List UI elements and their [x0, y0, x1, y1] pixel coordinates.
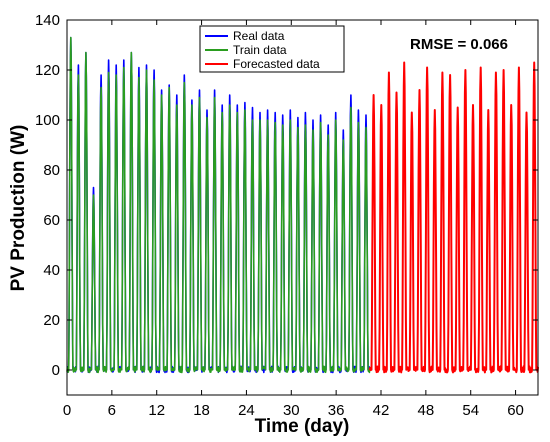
x-tick-label: 0: [63, 402, 71, 419]
y-tick-label: 0: [52, 362, 60, 379]
axis-ticks: [66, 19, 538, 395]
y-tick-label: 40: [43, 262, 60, 279]
y-tick-label: 60: [43, 212, 60, 229]
x-tick-label: 36: [328, 402, 345, 419]
legend-label-real: Real data: [233, 29, 285, 43]
x-tick-label: 6: [108, 402, 116, 419]
x-tick-label: 54: [462, 402, 479, 419]
y-tick-label: 140: [35, 12, 60, 29]
y-tick-label: 100: [35, 112, 60, 129]
series-lines: [66, 36, 539, 374]
series-forecast-line: [368, 61, 539, 374]
rmse-annotation: RMSE = 0.066: [410, 36, 508, 53]
legend-label-forecast: Forecasted data: [233, 57, 320, 71]
x-axis-title: Time (day): [255, 416, 350, 437]
y-axis-title: PV Production (W): [8, 125, 29, 292]
y-tick-label: 80: [43, 162, 60, 179]
x-tick-label: 48: [418, 402, 435, 419]
x-tick-label: 12: [148, 402, 165, 419]
legend: Real data Train data Forecasted data: [199, 25, 345, 73]
x-tick-label: 24: [238, 402, 255, 419]
x-tick-label: 60: [507, 402, 524, 419]
series-train-data-line: [66, 36, 371, 374]
y-tick-label: 120: [35, 62, 60, 79]
y-tick-label: 20: [43, 312, 60, 329]
x-tick-label: 30: [283, 402, 300, 419]
plot-frame: [66, 19, 539, 396]
x-tick-label: 42: [373, 402, 390, 419]
x-tick-label: 18: [193, 402, 210, 419]
legend-label-train: Train data: [233, 43, 287, 57]
axis-tick-labels: 0 6 12 18 24 30 36 42 48 54 60 0 20 40 60 80 100 120 140: [35, 12, 524, 419]
